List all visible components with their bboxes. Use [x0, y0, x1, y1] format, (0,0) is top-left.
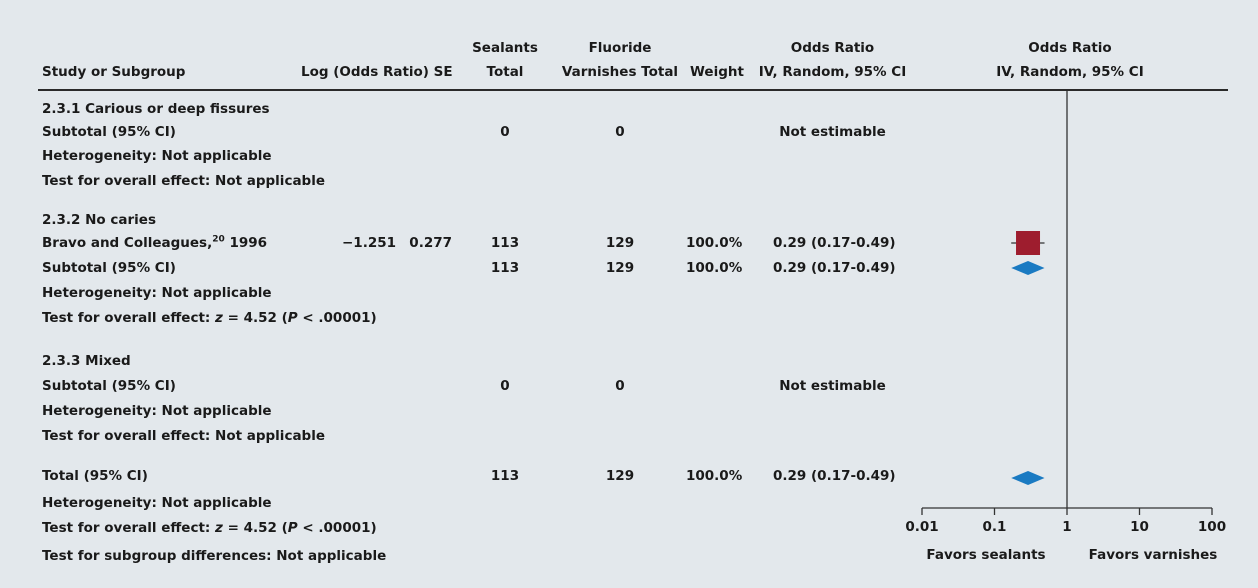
subgroup-heading: 2.3.1 Carious or deep fissures — [42, 101, 270, 117]
header-sealants-line1: Sealants — [472, 40, 538, 56]
fluoride-total: 0 — [615, 124, 625, 140]
total-diamond — [1011, 471, 1045, 485]
total-label: Total (95% CI) — [42, 468, 148, 484]
overall-effect-text: Test for overall effect: Not applicable — [42, 173, 325, 189]
x-tick-label: 1 — [1062, 519, 1071, 535]
subtotal-label: Subtotal (95% CI) — [42, 378, 176, 394]
p-variable: P — [287, 310, 298, 326]
odds-ratio-value: 0.29 (0.17-0.49) — [773, 235, 896, 251]
reference-superscript: 20 — [212, 234, 225, 245]
header-rule — [38, 89, 1228, 91]
sealants-total: 113 — [490, 235, 520, 251]
header-or-table-line2: IV, Random, 95% CI — [758, 64, 907, 80]
subtotal-diamond — [1011, 261, 1045, 275]
heterogeneity-text: Heterogeneity: Not applicable — [42, 285, 272, 301]
p-value: < .00001) — [297, 520, 377, 536]
header-or-table-line1: Odds Ratio — [790, 40, 875, 56]
overall-effect-prefix: Test for overall effect: — [42, 520, 216, 536]
favors-sealants-label: Favors sealants — [926, 547, 1045, 563]
x-axis-ticks: 0.01 0.1 1 10 100 — [905, 508, 1226, 535]
p-value: < .00001) — [297, 310, 377, 326]
header-fluoride-line1: Fluoride — [588, 40, 652, 56]
odds-ratio-value: Not estimable — [779, 378, 886, 394]
overall-effect-text: Test for overall effect: z = 4.52 (P < .… — [42, 520, 377, 536]
subtotal-label: Subtotal (95% CI) — [42, 124, 176, 140]
header-sealants-line2: Total — [486, 64, 524, 80]
odds-ratio-value: 0.29 (0.17-0.49) — [773, 468, 896, 484]
header-fluoride-line2: Varnishes Total — [561, 64, 679, 80]
odds-ratio-value: Not estimable — [779, 124, 886, 140]
z-statistic: = 4.52 ( — [222, 310, 288, 326]
weight-value: 100.0% — [686, 260, 743, 276]
favors-varnishes-label: Favors varnishes — [1089, 547, 1218, 563]
standard-error: 0.277 — [409, 235, 452, 251]
subgroup-differences-text: Test for subgroup differences: Not appli… — [42, 548, 387, 564]
fluoride-total: 129 — [605, 235, 635, 251]
subtotal-label: Subtotal (95% CI) — [42, 260, 176, 276]
z-variable: z — [215, 520, 223, 536]
x-tick-label: 0.01 — [905, 519, 938, 535]
sealants-total: 113 — [490, 468, 520, 484]
subgroup-heading: 2.3.2 No caries — [42, 212, 156, 228]
sealants-total: 113 — [490, 260, 520, 276]
x-tick-label: 0.1 — [983, 519, 1007, 535]
weight-value: 100.0% — [686, 468, 743, 484]
study-label: Bravo and Colleagues,20 1996 — [42, 235, 267, 251]
header-weight: Weight — [690, 64, 744, 80]
header-study: Study or Subgroup — [42, 64, 186, 80]
header-log-or-se: Log (Odds Ratio) SE — [301, 64, 453, 80]
p-variable: P — [287, 520, 298, 536]
fluoride-total: 0 — [615, 378, 625, 394]
study-year: 1996 — [229, 235, 268, 251]
header-or-plot-line1: Odds Ratio — [1028, 40, 1112, 56]
log-odds-ratio: −1.251 — [341, 235, 396, 251]
sealants-total: 0 — [500, 378, 510, 394]
fluoride-total: 129 — [605, 468, 635, 484]
odds-ratio-value: 0.29 (0.17-0.49) — [773, 260, 896, 276]
heterogeneity-text: Heterogeneity: Not applicable — [42, 495, 272, 511]
plot-markers — [1011, 231, 1045, 485]
overall-effect-text: Test for overall effect: Not applicable — [42, 428, 325, 444]
z-variable: z — [215, 310, 223, 326]
overall-effect-text: Test for overall effect: z = 4.52 (P < .… — [42, 310, 377, 326]
sealants-total: 0 — [500, 124, 510, 140]
z-statistic: = 4.52 ( — [222, 520, 288, 536]
heterogeneity-text: Heterogeneity: Not applicable — [42, 403, 272, 419]
study-name: Bravo and Colleagues, — [42, 235, 213, 251]
header-or-plot-line2: IV, Random, 95% CI — [996, 64, 1144, 80]
heterogeneity-text: Heterogeneity: Not applicable — [42, 148, 272, 164]
overall-effect-prefix: Test for overall effect: — [42, 310, 216, 326]
x-tick-label: 100 — [1198, 519, 1226, 535]
x-tick-label: 10 — [1130, 519, 1149, 535]
subgroup-heading: 2.3.3 Mixed — [42, 353, 131, 369]
fluoride-total: 129 — [605, 260, 635, 276]
study-point-marker — [1016, 231, 1041, 255]
weight-value: 100.0% — [686, 235, 743, 251]
